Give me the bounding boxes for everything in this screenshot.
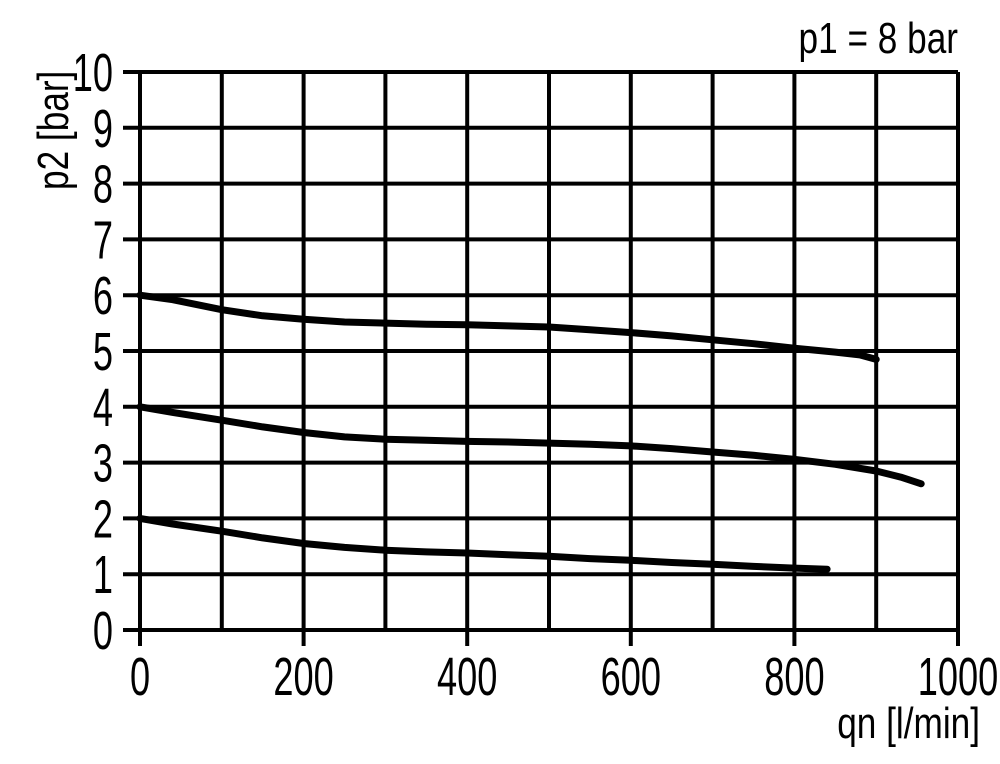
y-tick-label: 3 — [93, 432, 113, 493]
curve-set-2bar — [136, 514, 831, 573]
y-tick-label: 4 — [93, 376, 113, 437]
x-tick-label: 800 — [764, 646, 824, 707]
x-tick-label: 600 — [601, 646, 661, 707]
x-axis-label: qn [l/min] — [837, 699, 980, 748]
y-axis-label: p2 [bar] — [29, 71, 78, 190]
y-tick-label: 0 — [93, 600, 113, 661]
chart-title: p1 = 8 bar — [799, 14, 958, 63]
axis-ticks — [123, 70, 960, 646]
curve-set-6bar — [136, 291, 880, 363]
y-tick-label: 8 — [93, 153, 113, 214]
y-tick-label: 10 — [73, 42, 113, 103]
y-tick-label: 5 — [93, 321, 113, 382]
x-tick-label: 1000 — [918, 646, 998, 707]
x-tick-label: 200 — [273, 646, 333, 707]
y-tick-label: 2 — [93, 488, 113, 549]
y-tick-label: 9 — [93, 97, 113, 158]
grid — [138, 70, 960, 632]
curves — [136, 291, 925, 573]
x-tick-label: 0 — [130, 646, 150, 707]
y-tick-label: 7 — [93, 209, 113, 270]
y-tick-label: 1 — [93, 544, 113, 605]
y-tick-label: 6 — [93, 265, 113, 326]
curve-set-4bar — [136, 403, 925, 488]
x-tick-label: 400 — [437, 646, 497, 707]
